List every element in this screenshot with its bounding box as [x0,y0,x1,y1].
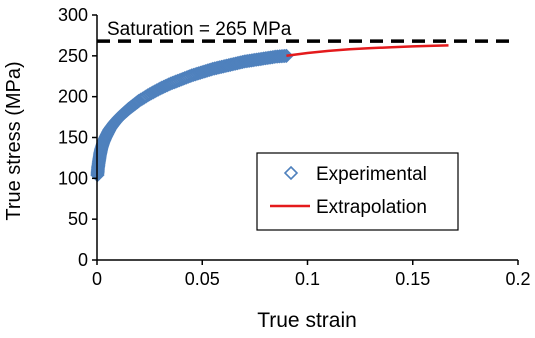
x-tick-label: 0.15 [395,269,430,289]
experimental-point [274,49,289,64]
legend: Experimental Extrapolation [256,152,459,231]
legend-experimental-label: Experimental [316,164,427,185]
experimental-point [279,48,294,63]
y-tick-label: 300 [58,5,88,25]
x-tick-label: 0.2 [505,269,530,289]
experimental-point [275,48,291,64]
y-tick-label: 150 [58,128,88,148]
legend-box [256,152,459,231]
x-tick-label: 0.05 [185,269,220,289]
axis-layer: 0 50 100 150 200 250 300 0 0.05 0.1 0.15 0.2 [58,5,531,289]
legend-extrapolation-label: Extrapolation [316,197,427,218]
y-axis-title: True stress (MPa) [3,61,25,220]
y-tick-label: 50 [68,209,88,229]
y-tick-label: 250 [58,46,88,66]
saturation-label: Saturation = 265 MPa [107,19,292,40]
experimental-point [272,49,287,64]
x-axis-title: True strain [257,309,357,332]
x-tick-label: 0 [92,269,102,289]
extrapolation-line [286,44,449,58]
y-tick-label: 200 [58,87,88,107]
y-tick-label: 100 [58,168,88,188]
y-tick-label: 0 [78,250,88,270]
x-tick-label: 0.1 [295,269,320,289]
experimental-point [277,48,292,64]
legend-experimental-marker [283,165,299,181]
experimental-series [90,48,294,183]
plot-layer: Saturation = 265 MPa [90,19,514,183]
